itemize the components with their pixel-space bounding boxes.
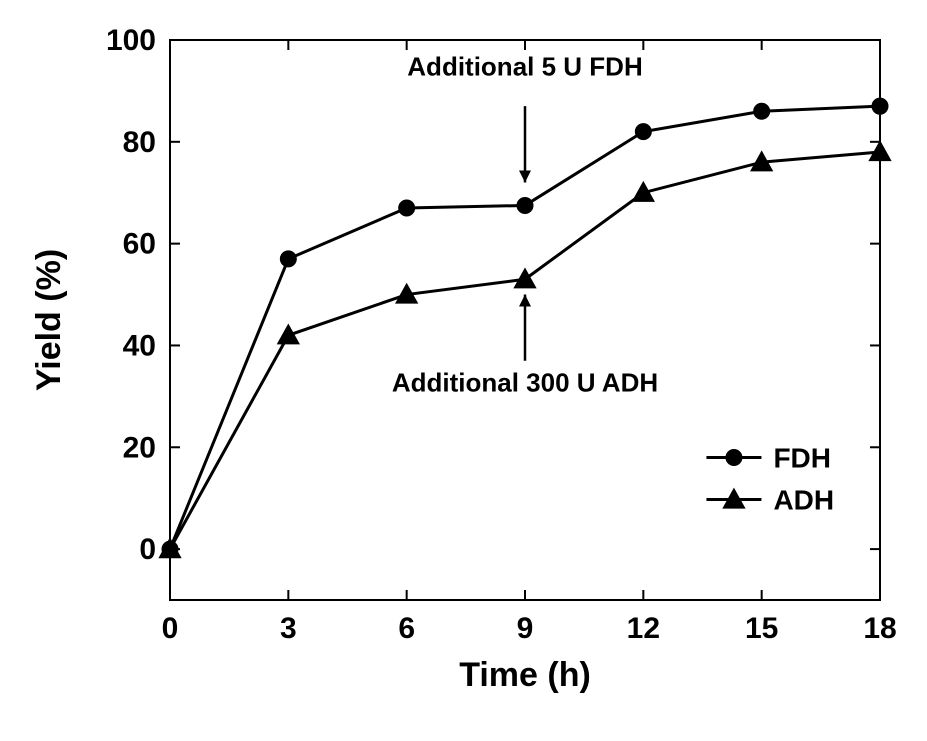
y-tick-label: 100 <box>106 24 156 57</box>
legend-label-fdh: FDH <box>773 442 831 473</box>
yield-vs-time-chart: 0 3 6 9 12 15 18 0 20 40 60 80 100 Time (h) Yield (%) A… <box>0 0 927 741</box>
y-axis-label: Yield (%) <box>30 249 68 391</box>
y-tick-label: 60 <box>123 228 156 261</box>
legend-label-adh: ADH <box>773 484 834 515</box>
y-tick-label: 80 <box>123 126 156 159</box>
x-tick-label: 6 <box>398 612 415 645</box>
y-tick-label: 40 <box>123 329 156 362</box>
x-tick-label: 12 <box>627 612 660 645</box>
y-tick-label: 0 <box>139 533 156 566</box>
y-tick-label: 20 <box>123 431 156 464</box>
x-tick-label: 18 <box>863 612 896 645</box>
svg-text:Additional 5 U FDH: Additional 5 U FDH <box>407 52 642 82</box>
x-axis-label: Time (h) <box>459 656 591 694</box>
x-tick-label: 0 <box>162 612 179 645</box>
x-tick-label: 3 <box>280 612 297 645</box>
svg-text:Additional 300 U ADH: Additional 300 U ADH <box>392 367 658 397</box>
x-tick-label: 15 <box>745 612 778 645</box>
x-tick-label: 9 <box>517 612 534 645</box>
